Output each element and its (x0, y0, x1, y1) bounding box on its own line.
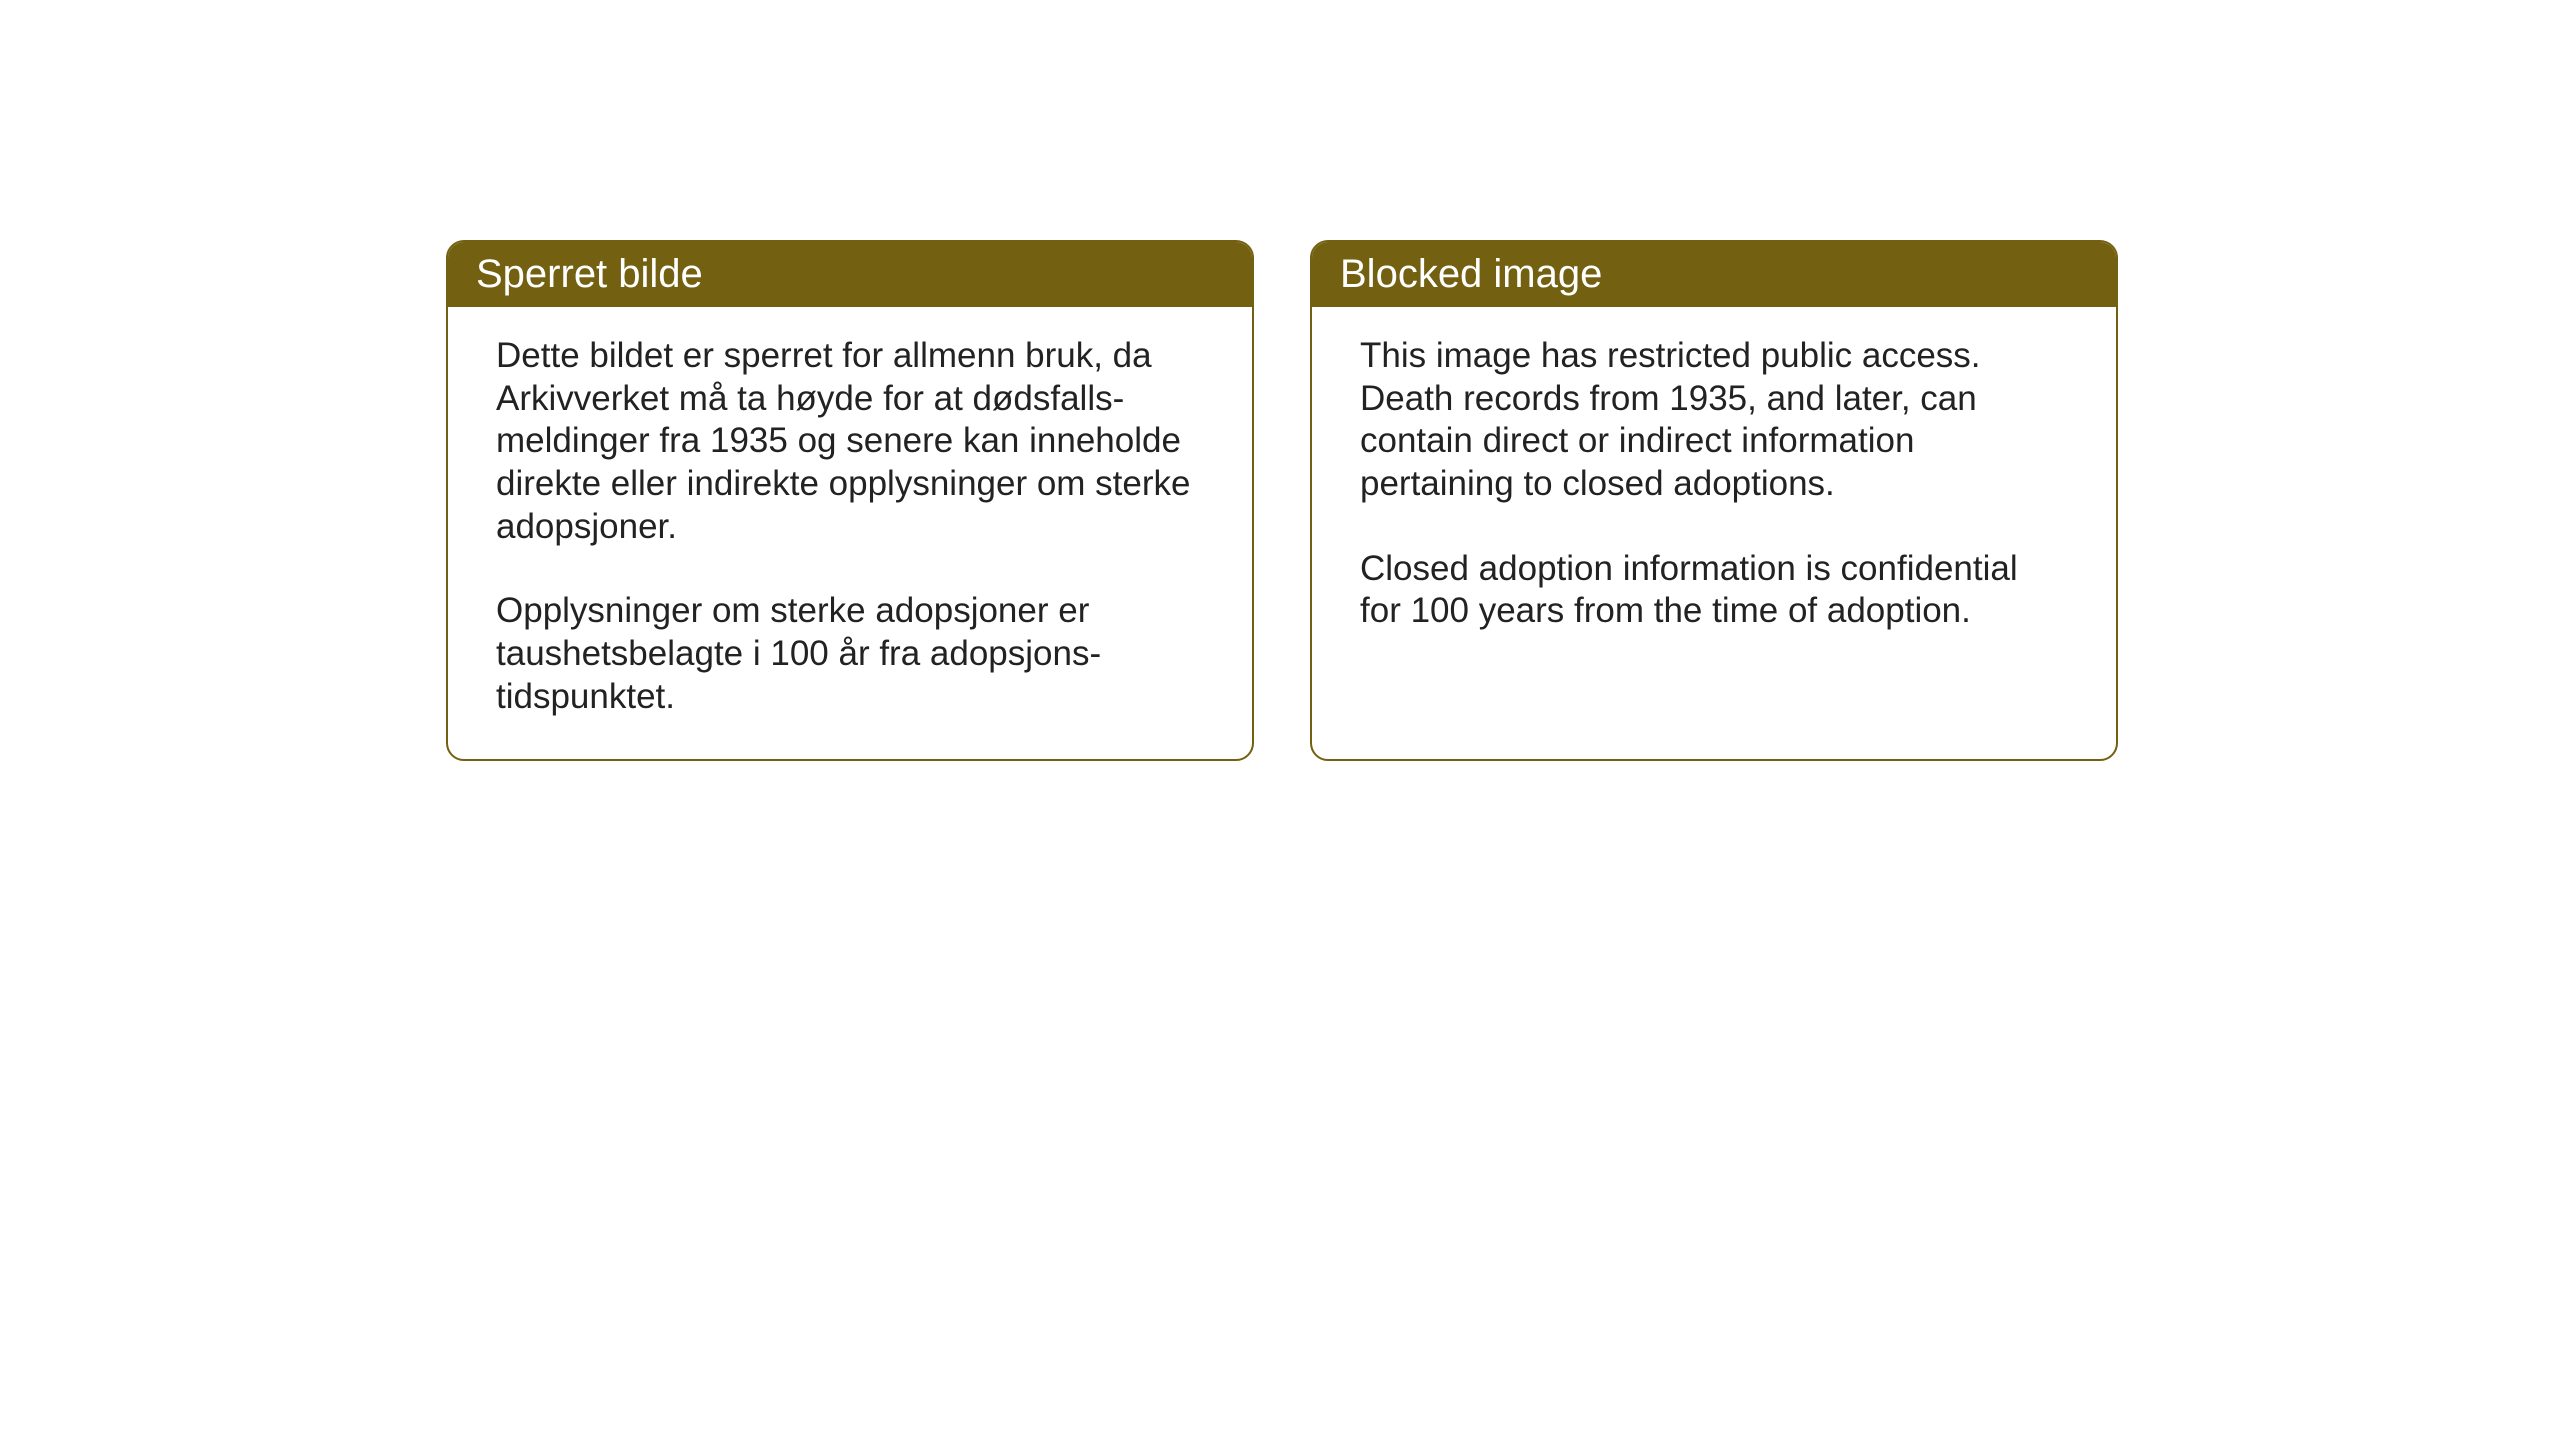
card-body-norwegian: Dette bildet er sperret for allmenn bruk… (448, 307, 1252, 759)
blocked-image-card-norwegian: Sperret bilde Dette bildet er sperret fo… (446, 240, 1254, 761)
card-title-norwegian: Sperret bilde (476, 252, 703, 296)
card-header-english: Blocked image (1312, 242, 2116, 307)
blocked-image-card-english: Blocked image This image has restricted … (1310, 240, 2118, 761)
paragraph-1-norwegian: Dette bildet er sperret for allmenn bruk… (496, 335, 1204, 548)
card-title-english: Blocked image (1340, 252, 1602, 296)
paragraph-2-norwegian: Opplysninger om sterke adopsjoner er tau… (496, 590, 1204, 718)
card-body-english: This image has restricted public access.… (1312, 307, 2116, 753)
paragraph-2-english: Closed adoption information is confident… (1360, 548, 2068, 633)
cards-container: Sperret bilde Dette bildet er sperret fo… (446, 240, 2118, 761)
paragraph-1-english: This image has restricted public access.… (1360, 335, 2068, 506)
card-header-norwegian: Sperret bilde (448, 242, 1252, 307)
